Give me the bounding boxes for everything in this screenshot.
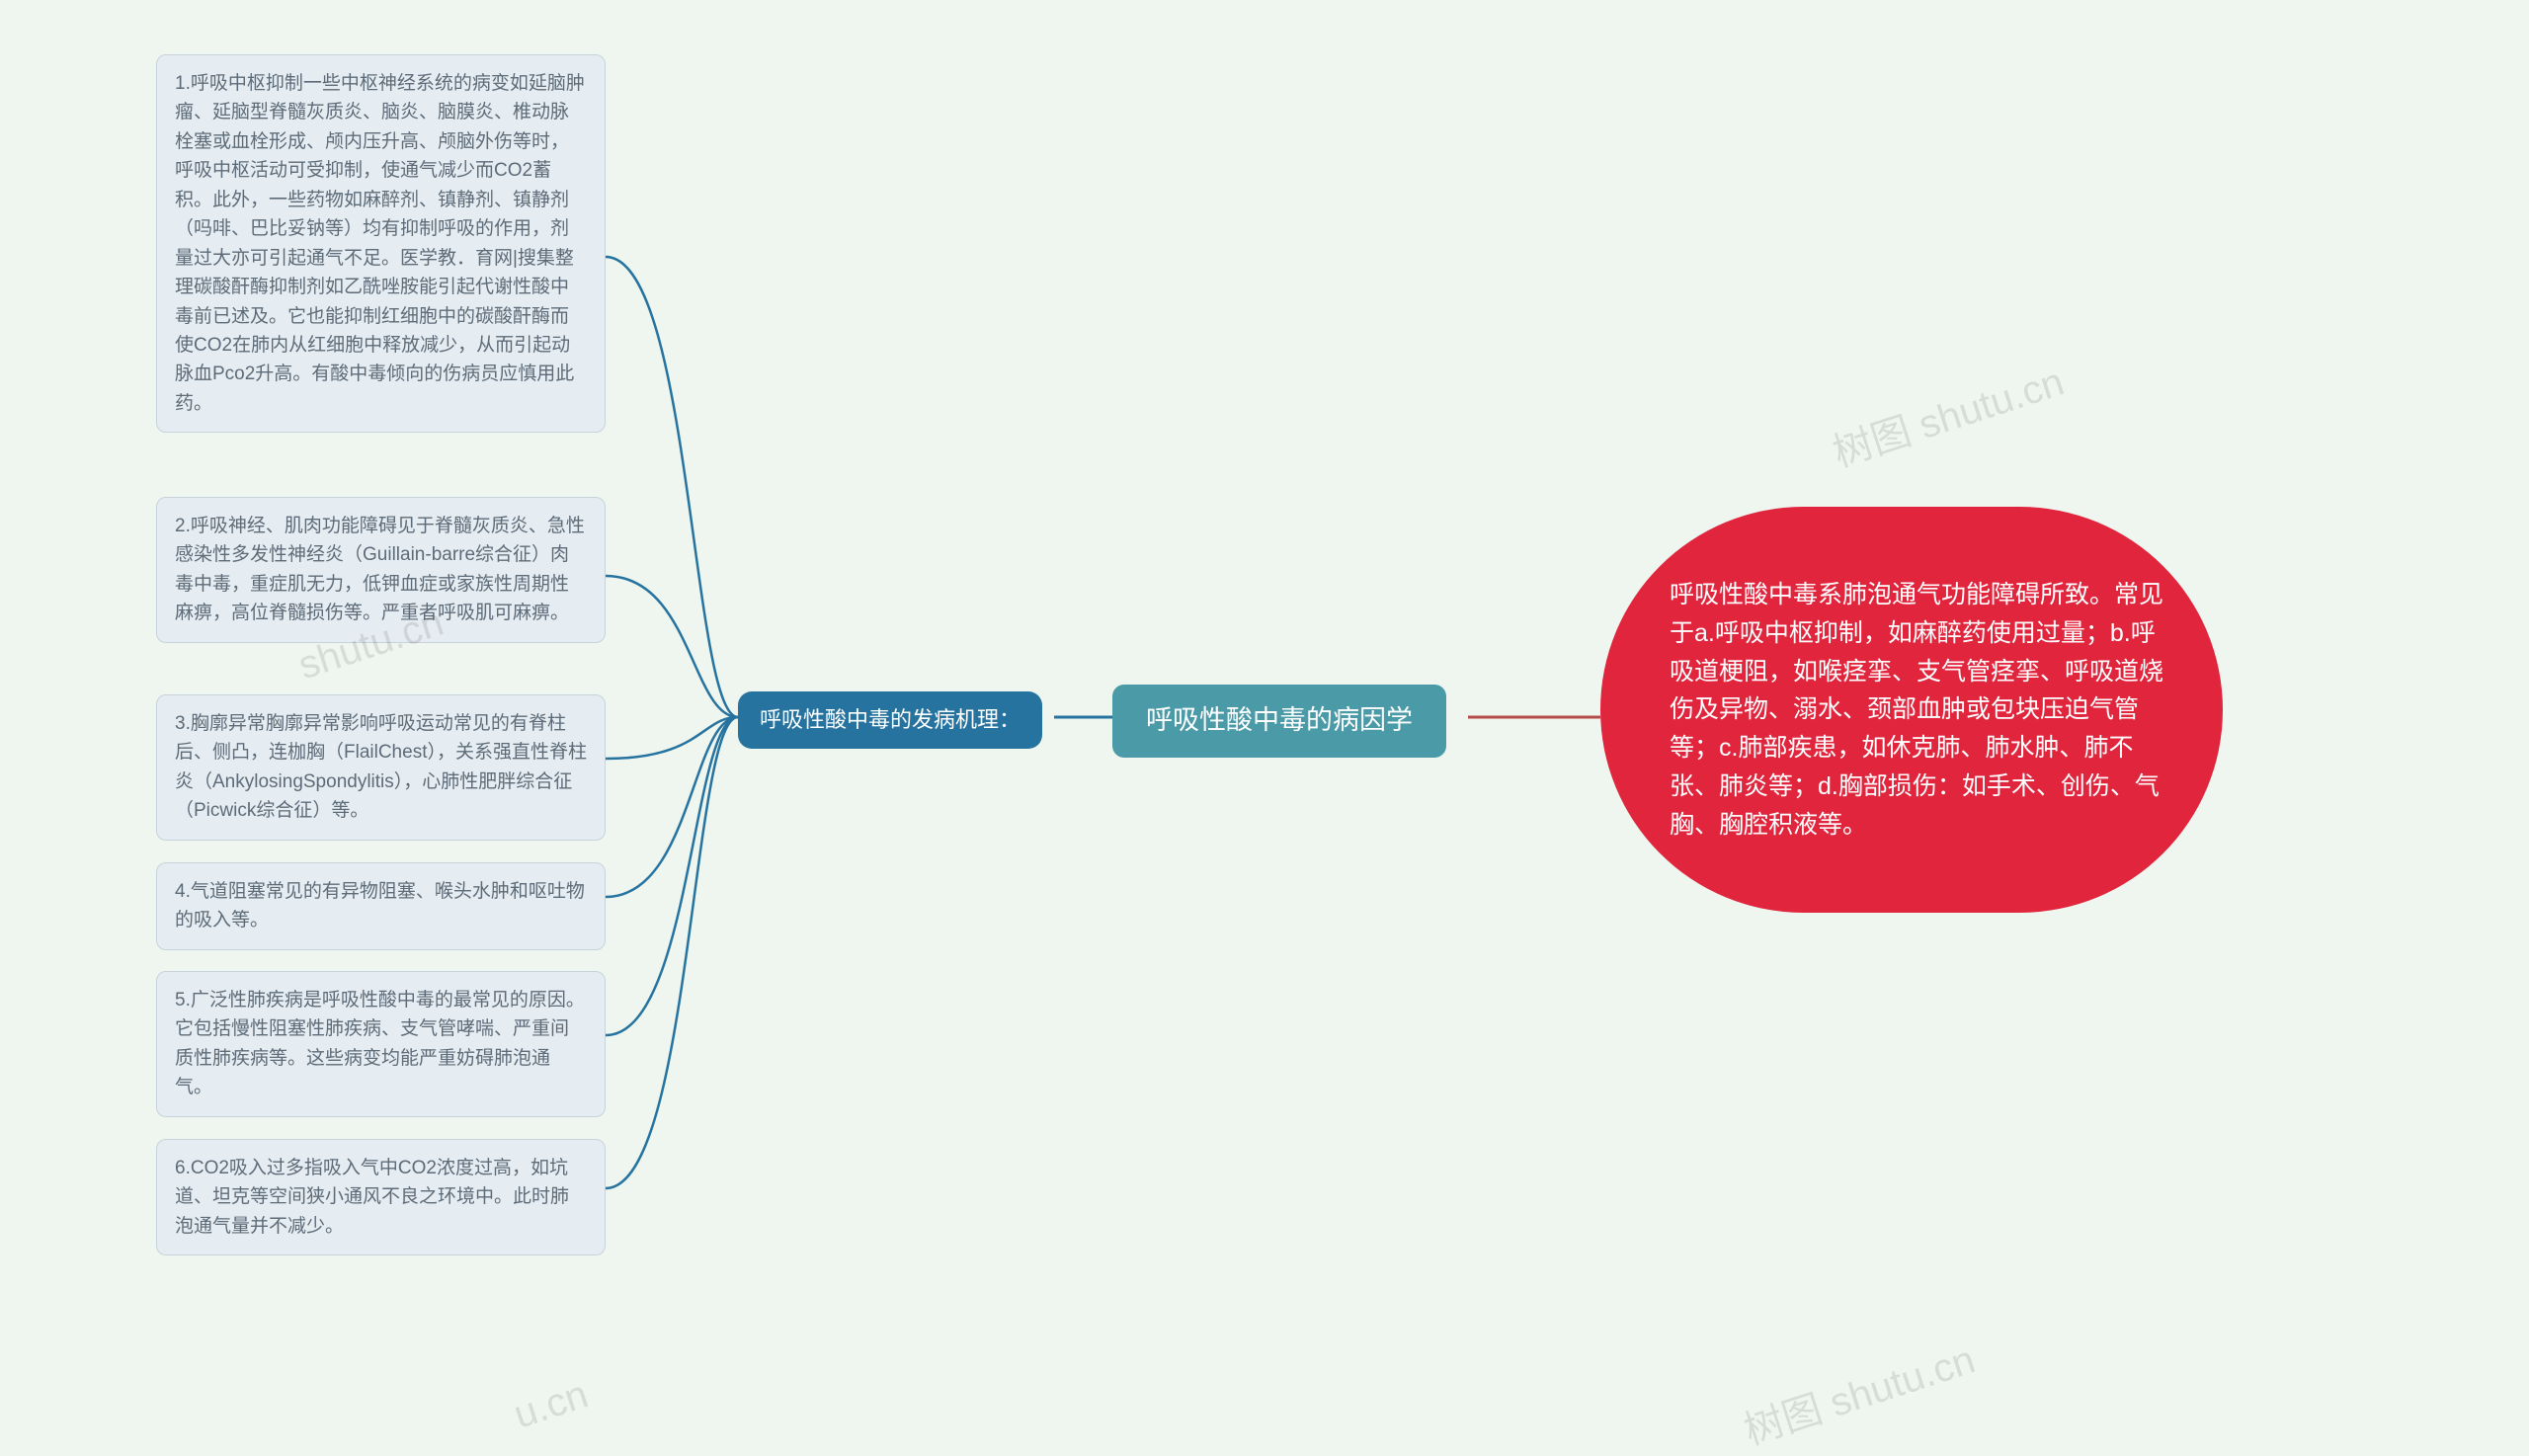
- detail-node-5[interactable]: 5.广泛性肺疾病是呼吸性酸中毒的最常见的原因。它包括慢性阻塞性肺疾病、支气管哮喘…: [156, 971, 606, 1117]
- detail-label-2: 2.呼吸神经、肌肉功能障碍见于脊髓灰质炎、急性感染性多发性神经炎（Guillai…: [175, 516, 585, 623]
- edge-detail-6: [606, 717, 738, 1188]
- detail-node-2[interactable]: 2.呼吸神经、肌肉功能障碍见于脊髓灰质炎、急性感染性多发性神经炎（Guillai…: [156, 497, 606, 643]
- center-node-label: 呼吸性酸中毒的病因学: [1146, 705, 1413, 735]
- mechanism-label: 呼吸性酸中毒的发病机理：: [760, 707, 1020, 732]
- center-node[interactable]: 呼吸性酸中毒的病因学: [1112, 685, 1446, 758]
- edge-detail-5: [606, 717, 738, 1035]
- edge-detail-1: [606, 257, 738, 717]
- detail-node-3[interactable]: 3.胸廓异常胸廓异常影响呼吸运动常见的有脊柱后、侧凸，连枷胸（FlailChes…: [156, 694, 606, 841]
- detail-label-6: 6.CO2吸入过多指吸入气中CO2浓度过高，如坑道、坦克等空间狭小通风不良之环境…: [175, 1158, 569, 1237]
- detail-node-4[interactable]: 4.气道阻塞常见的有异物阻塞、喉头水肿和呕吐物的吸入等。: [156, 862, 606, 950]
- detail-label-4: 4.气道阻塞常见的有异物阻塞、喉头水肿和呕吐物的吸入等。: [175, 881, 585, 930]
- detail-label-1: 1.呼吸中枢抑制一些中枢神经系统的病变如延脑肿瘤、延脑型脊髓灰质炎、脑炎、脑膜炎…: [175, 73, 585, 414]
- detail-label-3: 3.胸廓异常胸廓异常影响呼吸运动常见的有脊柱后、侧凸，连枷胸（FlailChes…: [175, 713, 587, 821]
- right-summary-label: 呼吸性酸中毒系肺泡通气功能障碍所致。常见于a.呼吸中枢抑制，如麻醉药使用过量；b…: [1670, 581, 2163, 839]
- detail-node-6[interactable]: 6.CO2吸入过多指吸入气中CO2浓度过高，如坑道、坦克等空间狭小通风不良之环境…: [156, 1139, 606, 1255]
- detail-node-1[interactable]: 1.呼吸中枢抑制一些中枢神经系统的病变如延脑肿瘤、延脑型脊髓灰质炎、脑炎、脑膜炎…: [156, 54, 606, 433]
- mechanism-node[interactable]: 呼吸性酸中毒的发病机理：: [738, 691, 1042, 749]
- edge-detail-4: [606, 717, 738, 897]
- edge-detail-2: [606, 576, 738, 717]
- detail-label-5: 5.广泛性肺疾病是呼吸性酸中毒的最常见的原因。它包括慢性阻塞性肺疾病、支气管哮喘…: [175, 990, 585, 1097]
- right-summary-node[interactable]: 呼吸性酸中毒系肺泡通气功能障碍所致。常见于a.呼吸中枢抑制，如麻醉药使用过量；b…: [1600, 507, 2223, 913]
